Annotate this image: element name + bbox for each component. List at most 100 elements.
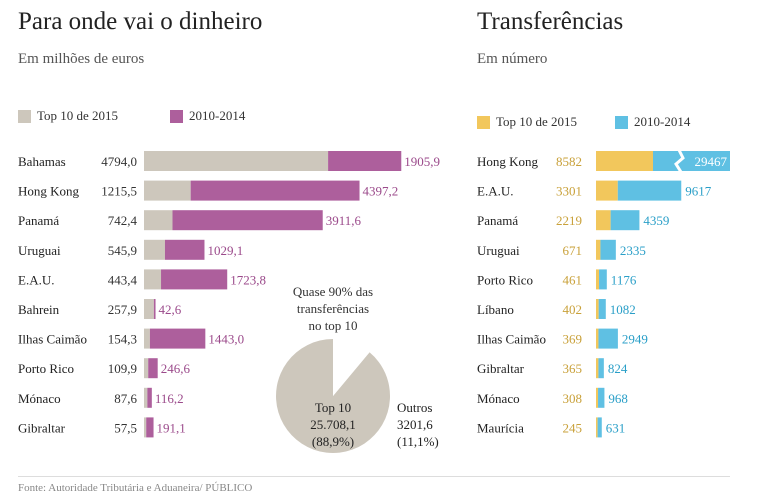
left-bar-2010-2014 <box>147 387 152 408</box>
left-category-label: Mónaco <box>18 391 61 406</box>
left-bar-top10 <box>144 387 148 408</box>
right-bar-2010-2014 <box>653 151 730 171</box>
left-bar-top10 <box>144 239 165 260</box>
right-category-label: Gibraltar <box>477 361 525 376</box>
pie-slice-others <box>333 338 370 396</box>
left-2010-value-label: 191,1 <box>157 420 186 435</box>
right-bar-2010-2014 <box>598 387 605 408</box>
pie-top-label: Top 10 <box>315 400 351 415</box>
left-bar-top10 <box>144 151 329 171</box>
left-bar-2010-2014 <box>146 417 154 438</box>
pie-others-value: 3201,6 <box>397 417 433 432</box>
source-note: Fonte: Autoridade Tributária e Aduaneira… <box>18 482 253 494</box>
left-top10-value-label: 109,9 <box>108 361 137 376</box>
left-2010-value-label: 3911,6 <box>326 213 362 228</box>
right-bar-2010-2014 <box>598 358 604 379</box>
left-chart-title: Para onde vai o dinheiro <box>18 8 263 35</box>
left-top10-value-label: 4794,0 <box>101 154 137 169</box>
left-bar-top10 <box>144 269 162 290</box>
right-bar-2010-2014 <box>600 239 616 260</box>
left-category-label: Bahrein <box>18 302 60 317</box>
left-category-label: Bahamas <box>18 154 66 169</box>
left-bar-top10 <box>144 358 149 379</box>
right-top10-value-label: 365 <box>563 361 583 376</box>
right-bar-2010-2014 <box>599 269 607 290</box>
pie-chart <box>276 338 391 454</box>
left-category-label: Panamá <box>18 213 59 228</box>
right-bar-chart: Hong Kong 8582 29467 E.A.U. 3301 9617 Panamá 22… <box>477 149 730 438</box>
right-2010-value-label: 9617 <box>685 184 712 199</box>
annotation-line-2: transferências <box>297 301 369 316</box>
right-top10-value-label: 8582 <box>556 154 582 169</box>
left-category-label: E.A.U. <box>18 272 54 287</box>
right-bar-top10 <box>596 269 600 290</box>
right-bar-top10 <box>596 151 653 171</box>
right-bar-2010-2014 <box>597 417 602 438</box>
right-bar-top10 <box>596 387 599 408</box>
right-bar-top10 <box>596 328 599 349</box>
left-top10-value-label: 1215,5 <box>101 184 137 199</box>
right-legend-2010: 2010-2014 <box>615 114 690 130</box>
pie-slice-top10 <box>276 339 391 454</box>
annotation: Quase 90% das transferências no top 10 <box>293 284 373 333</box>
right-2010-value-label: 824 <box>608 361 628 376</box>
right-2010-value-label: 631 <box>606 420 626 435</box>
left-2010-value-label: 246,6 <box>161 361 191 376</box>
axis-break-mark <box>674 149 685 173</box>
left-2010-value-label: 4397,2 <box>363 184 399 199</box>
left-legend-top10: Top 10 de 2015 <box>18 108 118 124</box>
right-top10-value-label: 308 <box>563 391 583 406</box>
right-chart-subtitle: Em número <box>477 51 548 67</box>
left-top10-value-label: 154,3 <box>108 332 137 347</box>
legend-swatch-gray <box>18 109 31 123</box>
right-bar-top10 <box>596 239 601 260</box>
left-bar-2010-2014 <box>164 239 205 260</box>
right-2010-value-label: 1176 <box>611 272 637 287</box>
left-top10-value-label: 87,6 <box>114 391 137 406</box>
legend-swatch-blue <box>615 115 628 129</box>
right-bar-2010-2014 <box>610 210 640 231</box>
left-category-label: Porto Rico <box>18 361 74 376</box>
right-top10-value-label: 461 <box>563 272 583 287</box>
right-top10-value-label: 3301 <box>556 184 582 199</box>
right-category-label: Porto Rico <box>477 272 533 287</box>
legend-label: Top 10 de 2015 <box>37 108 119 123</box>
left-bar-top10 <box>144 417 147 438</box>
right-top10-value-label: 402 <box>563 302 583 317</box>
legend-label: 2010-2014 <box>189 108 246 123</box>
left-top10-value-label: 57,5 <box>114 420 137 435</box>
right-category-label: Ilhas Caimão <box>477 332 546 347</box>
left-2010-value-label: 1029,1 <box>207 243 243 258</box>
legend-swatch-purple <box>170 109 183 123</box>
left-bar-2010-2014 <box>148 358 158 379</box>
right-top10-value-label: 369 <box>563 332 583 347</box>
right-top10-value-label: 245 <box>563 420 583 435</box>
right-2010-value-label: 2949 <box>622 332 648 347</box>
right-bar-top10 <box>596 210 611 231</box>
right-category-label: Panamá <box>477 213 518 228</box>
left-bar-2010-2014 <box>149 328 206 349</box>
left-top10-value-label: 257,9 <box>108 302 137 317</box>
left-bar-2010-2014 <box>328 151 402 171</box>
right-2010-value-label: 29467 <box>695 154 728 169</box>
left-category-label: Gibraltar <box>18 420 66 435</box>
right-bar-2010-2014 <box>598 299 606 319</box>
pie-others-label: Outros <box>397 400 432 415</box>
right-top10-value-label: 2219 <box>556 213 582 228</box>
left-2010-value-label: 1443,0 <box>208 332 244 347</box>
left-category-label: Uruguai <box>18 243 61 258</box>
right-bar-2010-2014 <box>617 180 682 201</box>
annotation-line-1: Quase 90% das <box>293 284 373 299</box>
left-bar-top10 <box>144 180 191 201</box>
left-bar-2010-2014 <box>172 210 323 231</box>
footer-divider <box>18 476 730 477</box>
right-chart-title: Transferências <box>477 8 624 35</box>
right-2010-value-label: 968 <box>608 391 628 406</box>
left-bar-top10 <box>144 299 154 319</box>
right-category-label: Maurícia <box>477 420 524 435</box>
right-category-label: Mónaco <box>477 391 520 406</box>
left-bar-2010-2014 <box>190 180 360 201</box>
right-bar-2010-2014 <box>598 328 618 349</box>
left-category-label: Hong Kong <box>18 184 80 199</box>
left-2010-value-label: 1905,9 <box>404 154 440 169</box>
